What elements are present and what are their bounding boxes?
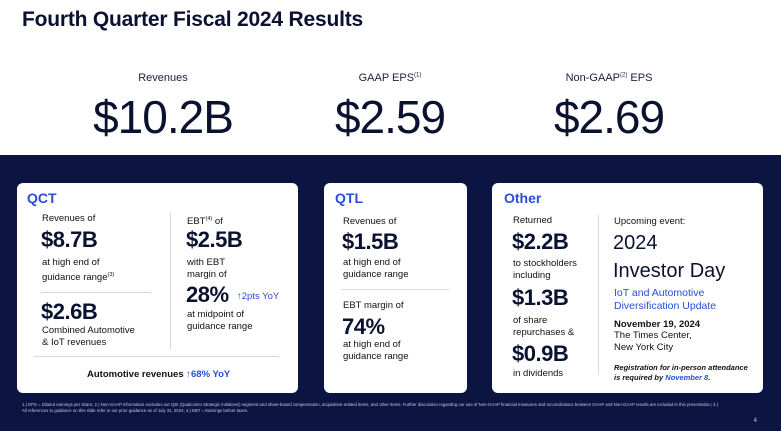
kpi-non-gaap-eps: Non-GAAP(2) EPS $2.69 <box>519 72 699 144</box>
qct-ebt-label: EBT(4) of <box>187 216 223 228</box>
qct-iot-value: $2.6B <box>41 299 98 324</box>
qct-ebt-note: with EBT margin of <box>187 257 227 280</box>
kpi-value: $10.2B <box>93 91 234 143</box>
qtl-ebt-label: EBT margin of <box>343 300 404 311</box>
qct-ebt-value: $2.5B <box>186 227 243 252</box>
other-card: Other Returned $2.2B to stockholders incl… <box>492 183 763 393</box>
event-label: Upcoming event: <box>614 216 686 227</box>
other-repurch-value: $1.3B <box>512 285 569 310</box>
registration-deadline-link[interactable]: November 8 <box>665 373 709 382</box>
event-year: 2024 <box>613 232 658 254</box>
qct-title: QCT <box>27 190 57 206</box>
qtl-ebt-value: 74% <box>342 314 385 339</box>
qct-rev-note: at high end of guidance range(3) <box>42 257 115 284</box>
qct-margin-change: ↑2pts YoY <box>237 291 280 302</box>
event-venue: The Times Center, New York City <box>614 330 692 353</box>
other-vertical-divider <box>598 215 599 375</box>
other-returned-value: $2.2B <box>512 229 569 254</box>
qtl-card: QTL Revenues of $1.5B at high end of guid… <box>324 183 467 393</box>
other-title: Other <box>504 190 542 206</box>
kpi-label: GAAP EPS(1) <box>358 72 422 84</box>
qtl-ebt-note: at high end of guidance range <box>343 339 409 362</box>
kpi-revenues: Revenues $10.2B <box>73 72 253 144</box>
qtl-title: QTL <box>335 190 363 206</box>
other-returned-label: Returned <box>513 215 553 226</box>
qct-divider <box>41 292 151 293</box>
qct-iot-label: Combined Automotive & IoT revenues <box>42 325 135 348</box>
event-registration: Registration for in-person attendance is … <box>614 363 748 382</box>
qct-rev-label: Revenues of <box>42 213 96 224</box>
kpi-label: Non-GAAP(2) EPS <box>565 72 653 84</box>
qct-vertical-divider <box>170 213 171 350</box>
other-to-label: to stockholders including <box>513 258 577 281</box>
qct-auto-line: Automotive revenues ↑68% YoY <box>87 369 231 380</box>
qtl-rev-note: at high end of guidance range <box>343 257 409 280</box>
qct-card: QCT Revenues of $8.7B at high end of guid… <box>17 183 298 393</box>
kpi-label: Revenues <box>138 72 188 84</box>
event-subtitle: IoT and Automotive Diversification Update <box>614 287 717 312</box>
qct-rev-value: $8.7B <box>41 227 98 252</box>
kpi-gaap-eps: GAAP EPS(1) $2.59 <box>300 72 480 144</box>
event-date: November 19, 2024 <box>614 319 701 330</box>
kpi-value: $2.59 <box>334 91 446 143</box>
qct-margin-note: at midpoint of guidance range <box>187 309 253 332</box>
kpi-value: $2.69 <box>553 91 665 143</box>
qtl-rev-label: Revenues of <box>343 216 397 227</box>
other-div-label: in dividends <box>513 368 564 379</box>
other-div-value: $0.9B <box>512 341 569 366</box>
event-name: Investor Day <box>613 260 726 282</box>
page-number: 4 <box>753 418 757 424</box>
qtl-rev-value: $1.5B <box>342 229 399 254</box>
footnote: 1.) EPS = Diluted earnings per share; 2.… <box>22 402 719 413</box>
qtl-divider <box>341 289 449 290</box>
slide-title: Fourth Quarter Fiscal 2024 Results <box>22 8 363 31</box>
qct-margin-value: 28% <box>186 282 229 307</box>
qct-bottom-divider <box>34 356 279 357</box>
other-repurch-label: of share repurchases & <box>513 315 575 338</box>
